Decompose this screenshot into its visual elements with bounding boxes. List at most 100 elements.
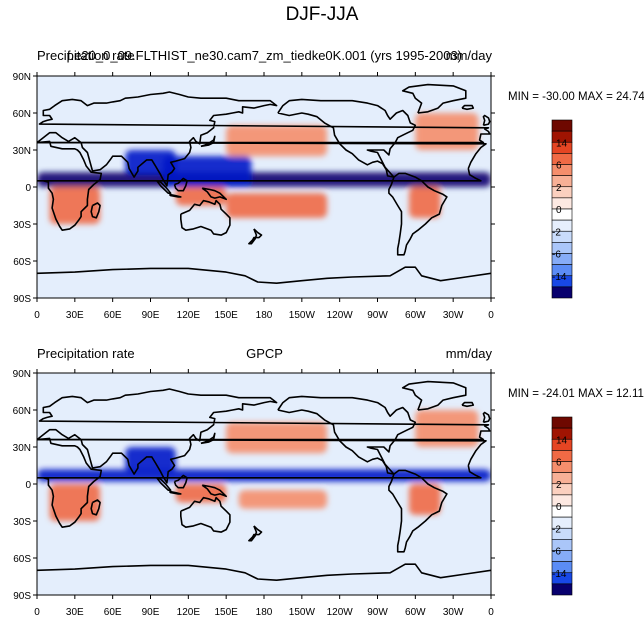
map-field	[37, 373, 491, 595]
field-feature	[409, 484, 441, 515]
field-feature	[226, 125, 328, 157]
colorbar-tick-label: 14	[556, 435, 568, 446]
coastline	[180, 496, 231, 533]
coastline	[388, 469, 448, 553]
colorbar: 14 6 2 0 -2 -6 -14	[551, 416, 573, 596]
colorbar-box	[551, 461, 573, 473]
colorbar-tick-label: -6	[552, 250, 561, 261]
x-tick-label: 120W	[327, 310, 354, 321]
x-tick-label: 90W	[367, 607, 388, 618]
x-tick-label: 30W	[443, 607, 464, 618]
field-feature	[175, 484, 227, 503]
coastline	[168, 193, 182, 198]
y-tick-label: 60N	[13, 406, 31, 417]
coastline	[37, 388, 491, 484]
x-tick-label: 0	[34, 310, 40, 321]
map-panel-2: 0 30E 60E 90E 120E 150E 180 150W 120W 90W 60W 30W 09…	[13, 369, 573, 618]
y-tick-label: 90S	[13, 294, 31, 305]
coastline	[248, 228, 263, 245]
colorbar-tick-label: 6	[556, 458, 562, 469]
x-tick-label: 150E	[214, 607, 238, 618]
field-feature	[415, 410, 479, 447]
colorbar-box	[551, 505, 573, 518]
colorbar-tick-label: -2	[552, 524, 561, 535]
x-tick-label: 30E	[66, 310, 84, 321]
figure-title: DJF-JJA	[285, 4, 359, 25]
field-feature	[125, 150, 176, 175]
field-feature	[125, 447, 176, 472]
field-feature	[415, 113, 479, 150]
x-tick-label: 120W	[327, 607, 354, 618]
colorbar-tick-label: -2	[552, 227, 561, 238]
coastline	[173, 474, 188, 489]
colorbar: 14 6 2 0 -2 -6 -14	[551, 119, 573, 299]
field-feature	[409, 187, 441, 218]
x-tick-label: 30W	[443, 310, 464, 321]
coastline	[200, 135, 216, 148]
coastline	[37, 437, 487, 528]
map-field	[37, 76, 491, 298]
coastline	[90, 202, 101, 219]
coastline	[156, 477, 172, 491]
coastline	[37, 266, 491, 284]
colorbar-tick-label: 2	[556, 183, 562, 194]
x-tick-label: 60E	[104, 607, 122, 618]
coastline	[388, 172, 448, 256]
colorbar-tick-label: 0	[556, 205, 562, 216]
x-tick-label: 0	[488, 310, 494, 321]
coastline	[248, 525, 263, 542]
coastline	[277, 98, 417, 178]
colorbar-box	[551, 286, 573, 299]
colorbar-tick-label: 14	[556, 138, 568, 149]
panel2-minmax: MIN = -24.01 MAX = 12.11	[508, 388, 644, 400]
panel1-minmax: MIN = -30.00 MAX = 24.74	[508, 91, 644, 103]
coastline	[168, 490, 182, 495]
y-tick-label: 30N	[13, 443, 31, 454]
map-panel-1: 0 30E 60E 90E 120E 150E 180 150W 120W 90W 60W 30W 09…	[13, 72, 573, 321]
coastline	[156, 180, 172, 194]
colorbar-box	[551, 119, 573, 132]
colorbar-tick-label: 0	[556, 502, 562, 513]
coastline	[482, 411, 491, 424]
colorbar-tick-label: 2	[556, 480, 562, 491]
x-tick-label: 120E	[177, 607, 201, 618]
field-feature	[226, 422, 328, 454]
x-tick-label: 0	[488, 607, 494, 618]
colorbar-box	[551, 494, 573, 507]
x-tick-label: 30E	[66, 607, 84, 618]
panel2-center-label: GPCP	[246, 346, 283, 361]
coastlines	[37, 83, 491, 284]
colorbar-box	[551, 208, 573, 221]
coastline	[401, 83, 467, 114]
x-tick-label: 150W	[289, 607, 316, 618]
colorbar-box	[551, 483, 573, 496]
x-tick-label: 0	[34, 607, 40, 618]
colorbar-tick-label: -14	[552, 272, 567, 283]
y-tick-label: 30S	[13, 220, 31, 231]
coastline	[461, 104, 475, 111]
x-tick-label: 90E	[142, 310, 160, 321]
panel2-left-label: Precipitation rate	[37, 346, 135, 361]
colorbar-tick-label: -6	[552, 547, 561, 558]
x-tick-label: 150W	[289, 310, 316, 321]
x-tick-label: 90E	[142, 607, 160, 618]
panel2-right-label: mm/day	[445, 346, 492, 361]
colorbar-box	[551, 153, 573, 165]
colorbar-box	[551, 472, 573, 485]
colorbar-box	[551, 164, 573, 176]
field-feature	[37, 172, 491, 187]
x-tick-label: 180	[256, 310, 273, 321]
field-feature	[175, 187, 227, 206]
coastline	[37, 140, 487, 231]
colorbar-box	[551, 450, 573, 462]
y-tick-label: 90S	[13, 591, 31, 602]
colorbar-box	[551, 583, 573, 596]
y-tick-label: 60S	[13, 257, 31, 268]
panel1-right-label: mm/day	[445, 48, 492, 63]
y-tick-label: 0	[25, 480, 31, 491]
coastline	[201, 187, 227, 201]
coastline	[180, 199, 231, 236]
x-tick-label: 120E	[177, 310, 201, 321]
colorbar-box	[551, 416, 573, 429]
